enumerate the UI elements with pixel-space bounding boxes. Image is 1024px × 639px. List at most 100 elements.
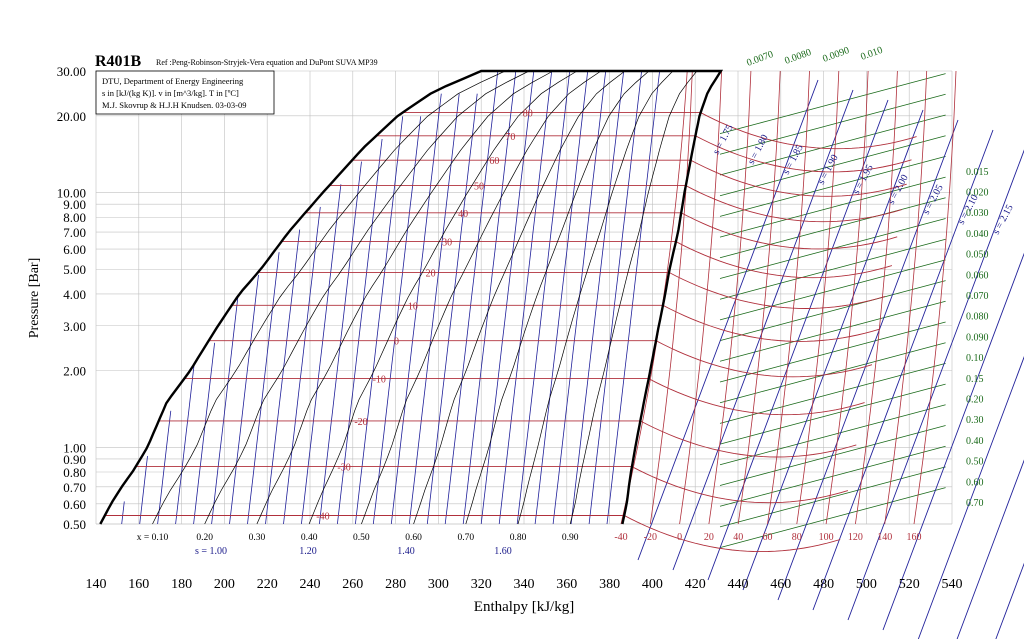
superheat-isotherm-line [796, 70, 840, 525]
isentrope-s-label: s = 2.05 [921, 183, 946, 216]
quality-lines [152, 70, 698, 525]
isotherm-label: -40 [316, 511, 329, 522]
isentrope-s-label: s = 1.85 [781, 143, 806, 176]
quality-line [517, 70, 674, 525]
isochore-label: 0.0080 [783, 47, 813, 67]
isentrope-s-label: s = 1.80 [746, 133, 771, 166]
isochore-label: 0.40 [966, 436, 984, 447]
y-tick-label: 7.00 [63, 225, 86, 240]
superheat-isentrope-line [956, 459, 1024, 639]
y-tick-label: 6.00 [63, 242, 86, 257]
x-tick-label: 460 [770, 577, 791, 592]
isotherm-label: 60 [489, 156, 499, 167]
quality-line [465, 70, 650, 525]
isotherm-label: 0 [394, 337, 399, 348]
isochore-label: 0.60 [966, 477, 984, 488]
isentrope-line [139, 456, 148, 525]
x-axis-label: Enthalpy [kJ/kg] [474, 599, 574, 615]
superheat-isentrope-line [742, 109, 924, 591]
superheat-isentrope-line [812, 129, 994, 611]
quality-line [308, 70, 578, 525]
isochore-line [719, 300, 946, 362]
info-line-3: M.J. Skovrup & H.J.H Knudsen. 03-03-09 [102, 100, 247, 110]
isentrope-line [229, 274, 259, 525]
info-line-2: s in [kJ/(kg K)]. v in [m^3/kg]. T in [º… [102, 88, 239, 98]
isochore-label: 0.080 [966, 312, 989, 323]
superheat-isentrope-line [917, 356, 1024, 639]
y-tick-label: 0.60 [63, 497, 86, 512]
saturation-curve [99, 69, 724, 525]
isotherm-lines [104, 70, 957, 553]
isentrope-line [570, 70, 625, 525]
x-tick-label: 340 [514, 577, 535, 592]
isotherm-label: -30 [337, 463, 350, 474]
superheat-temperature-label: 60 [763, 532, 773, 543]
isentrope-line [247, 252, 280, 525]
isentrope-line [301, 184, 342, 525]
superheat-isotherm-line [679, 70, 722, 525]
isochore-line [719, 238, 946, 300]
isochore-label: 0.0070 [745, 49, 775, 69]
superheat-isotherm-line [913, 70, 957, 525]
isochore-line [719, 259, 946, 321]
isentrope-s-label: s = 1.00 [195, 546, 227, 557]
isotherm-line [402, 112, 917, 150]
x-tick-label: 180 [171, 577, 192, 592]
y-tick-label: 0.70 [63, 480, 86, 495]
chart-title: R401B [95, 53, 142, 70]
superheat-temperature-label: 40 [733, 532, 743, 543]
superheat-temperature-label: -40 [614, 532, 627, 543]
isentrope-line [283, 206, 321, 525]
isotherm-line [135, 466, 849, 504]
y-tick-label: 0.80 [63, 465, 86, 480]
isochore-line [719, 135, 946, 197]
x-tick-label: 300 [428, 577, 449, 592]
isotherm-line [231, 304, 880, 342]
isentrope-line [462, 70, 517, 525]
superheat-temperature-label: 80 [792, 532, 802, 543]
isotherm-line [184, 378, 865, 416]
isentrope-s-label: s = 2.15 [991, 203, 1016, 236]
y-tick-label: 8.00 [63, 210, 86, 225]
quality-label: 0.50 [353, 533, 370, 543]
isochore-line [719, 404, 946, 466]
quality-label: 0.70 [457, 533, 474, 543]
y-tick-label: 4.00 [63, 287, 86, 302]
quality-label: 0.20 [196, 533, 213, 543]
isotherm-label: 20 [426, 268, 436, 279]
isotherm-line [329, 185, 902, 223]
isochore-label: 0.70 [966, 498, 984, 509]
quality-label: 0.30 [249, 533, 266, 543]
quality-line [204, 70, 530, 525]
y-tick-label: 10.00 [57, 186, 86, 201]
superheat-isentrope-line [672, 89, 854, 571]
isentrope-line [552, 70, 607, 525]
x-tick-label: 140 [86, 577, 107, 592]
superheat-isotherm-line [767, 70, 810, 525]
isotherm-label: 50 [474, 182, 484, 193]
y-tick-label: 3.00 [63, 319, 86, 334]
isochore-label: 0.040 [966, 229, 989, 240]
isotherm-label: 10 [408, 301, 418, 312]
quality-line [256, 70, 554, 525]
superheat-isotherm-line [884, 70, 928, 525]
isotherm-label: -20 [354, 417, 367, 428]
isentrope-line [319, 161, 362, 525]
isentrope-line [355, 116, 404, 525]
quality-line [152, 70, 506, 525]
quality-label: x = 0.10 [137, 533, 169, 543]
isochore-label: 0.015 [966, 167, 989, 178]
superheat-isentrope-line [777, 119, 959, 601]
isochore-label: 0.060 [966, 270, 989, 281]
isentrope-line [426, 93, 478, 525]
info-box: DTU, Department of Energy Engineering s … [95, 70, 275, 115]
isentrope-s-label: 1.20 [299, 546, 317, 557]
quality-label: 0.40 [301, 533, 318, 543]
y-tick-label: 9.00 [63, 197, 86, 212]
superheat-isentrope-line [995, 562, 1024, 639]
x-tick-label: 480 [813, 577, 834, 592]
x-tick-label: 360 [556, 577, 577, 592]
isotherm-line [258, 271, 886, 309]
isentrope-line [588, 70, 642, 525]
